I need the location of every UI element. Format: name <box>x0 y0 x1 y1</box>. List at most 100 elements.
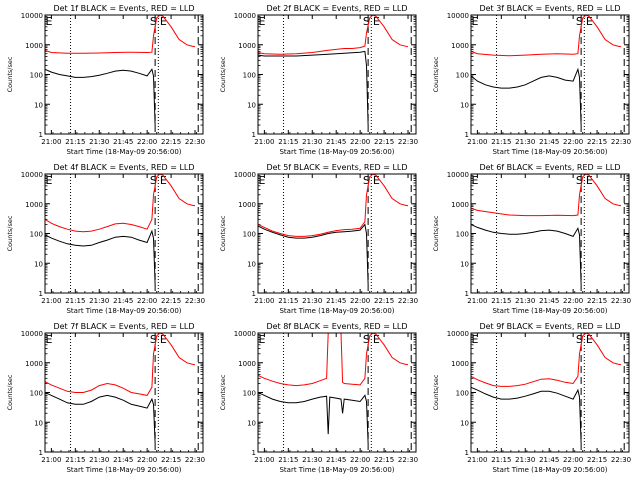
x-tick-label: 21:00 <box>254 297 274 305</box>
y-tick-label: 100 <box>456 231 469 239</box>
x-tick-label: 21:15 <box>278 138 298 146</box>
marker-label: E <box>259 333 266 346</box>
panel-title: Det 4f BLACK = Events, RED = LLD <box>53 163 194 172</box>
series-line-lld <box>258 15 409 55</box>
y-tick-label: 10000 <box>21 330 43 338</box>
x-tick-label: 22:15 <box>587 456 607 464</box>
marker-label: E <box>46 174 53 187</box>
series-line-lld <box>258 174 409 237</box>
x-tick-label: 22:00 <box>350 138 370 146</box>
marker-label: S <box>576 174 583 187</box>
x-axis-label: Start Time (18-May-09 20:56:00) <box>492 466 607 474</box>
x-tick-label: 22:15 <box>161 297 181 305</box>
marker-label: S <box>363 15 370 28</box>
x-tick-label: 22:00 <box>563 297 583 305</box>
y-axis-label: Counts/sec <box>6 215 14 251</box>
x-tick-label: 21:45 <box>539 138 559 146</box>
y-tick-label: 10000 <box>234 330 256 338</box>
y-tick-label: 1000 <box>451 42 469 50</box>
y-tick-label: 1000 <box>238 42 256 50</box>
series-line-events <box>258 392 369 444</box>
series-group <box>45 174 196 285</box>
y-tick-label: 1000 <box>25 360 43 368</box>
y-tick-label: 1000 <box>25 42 43 50</box>
series-line-events <box>258 223 369 285</box>
x-tick-label: 21:15 <box>278 297 298 305</box>
panel-title: Det 2f BLACK = Events, RED = LLD <box>266 4 407 13</box>
y-tick-label: 10 <box>34 260 43 268</box>
x-tick-label: 21:45 <box>113 138 133 146</box>
series-line-lld <box>471 174 622 217</box>
y-tick-label: 100 <box>30 231 43 239</box>
detector-panel-9: Det 9f BLACK = Events, RED = LLD 1 10 100 10… <box>432 322 631 474</box>
y-tick-label: 10 <box>460 260 469 268</box>
y-tick-label: 10000 <box>21 12 43 20</box>
x-axis-label: Start Time (18-May-09 20:56:00) <box>66 307 181 315</box>
marker-label: S <box>150 174 157 187</box>
series-group <box>471 15 622 126</box>
marker-label: E <box>160 333 167 346</box>
series-line-events <box>45 229 156 285</box>
series-line-events <box>45 68 156 126</box>
series-line-lld <box>45 15 196 54</box>
x-tick-label: 22:00 <box>137 456 157 464</box>
marker-label: E <box>586 15 593 28</box>
x-axis-label: Start Time (18-May-09 20:56:00) <box>492 307 607 315</box>
y-tick-label: 100 <box>243 72 256 80</box>
marker-label: E <box>46 15 53 28</box>
x-tick-label: 22:30 <box>611 297 631 305</box>
x-tick-label: 21:15 <box>491 456 511 464</box>
y-tick-label: 1000 <box>451 360 469 368</box>
x-tick-label: 21:45 <box>539 456 559 464</box>
marker-label: E <box>472 333 479 346</box>
x-tick-label: 22:00 <box>563 138 583 146</box>
y-tick-label: 100 <box>30 72 43 80</box>
x-tick-label: 22:00 <box>137 138 157 146</box>
series-group <box>45 333 196 444</box>
x-tick-label: 22:00 <box>350 456 370 464</box>
x-tick-label: 21:45 <box>326 456 346 464</box>
y-tick-label: 10 <box>34 101 43 109</box>
x-axis-label: Start Time (18-May-09 20:56:00) <box>66 466 181 474</box>
x-axis-label: Start Time (18-May-09 20:56:00) <box>279 307 394 315</box>
marker-label: E <box>472 15 479 28</box>
x-tick-label: 22:15 <box>374 456 394 464</box>
x-tick-label: 21:30 <box>515 297 535 305</box>
detector-panel-7: Det 7f BLACK = Events, RED = LLD 1 10 100 10… <box>6 322 205 474</box>
x-tick-label: 21:30 <box>89 297 109 305</box>
panel-title: Det 7f BLACK = Events, RED = LLD <box>53 322 194 331</box>
marker-label: S <box>576 333 583 346</box>
y-tick-label: 1 <box>39 449 43 457</box>
marker-label: S <box>576 15 583 28</box>
x-tick-label: 22:00 <box>137 297 157 305</box>
plot-frame <box>257 173 417 294</box>
y-tick-label: 1 <box>465 131 469 139</box>
x-tick-label: 22:15 <box>587 297 607 305</box>
marker-label: S <box>363 333 370 346</box>
panel-title: Det 9f BLACK = Events, RED = LLD <box>479 322 620 331</box>
x-tick-label: 21:00 <box>467 297 487 305</box>
x-tick-label: 21:00 <box>467 138 487 146</box>
marker-label: E <box>586 174 593 187</box>
series-group <box>471 333 622 444</box>
x-tick-label: 21:15 <box>65 138 85 146</box>
x-tick-label: 22:15 <box>374 138 394 146</box>
x-tick-label: 21:30 <box>302 297 322 305</box>
y-axis-label: Counts/sec <box>432 374 440 410</box>
x-tick-label: 22:30 <box>185 297 205 305</box>
x-tick-label: 21:30 <box>89 456 109 464</box>
y-axis-label: Counts/sec <box>432 56 440 92</box>
x-tick-label: 21:30 <box>515 456 535 464</box>
x-tick-label: 22:15 <box>161 138 181 146</box>
series-line-lld <box>471 333 622 387</box>
y-tick-label: 10 <box>34 419 43 427</box>
plot-frame <box>44 173 204 294</box>
detector-panel-2: Det 2f BLACK = Events, RED = LLD 1 10 100 10… <box>219 4 418 156</box>
marker-label: E <box>373 15 380 28</box>
y-tick-label: 10000 <box>447 171 469 179</box>
marker-label: E <box>160 174 167 187</box>
x-tick-label: 21:30 <box>89 138 109 146</box>
x-tick-label: 21:00 <box>254 138 274 146</box>
detector-panel-3: Det 3f BLACK = Events, RED = LLD 1 10 100 10… <box>432 4 631 156</box>
y-axis-label: Counts/sec <box>219 374 227 410</box>
